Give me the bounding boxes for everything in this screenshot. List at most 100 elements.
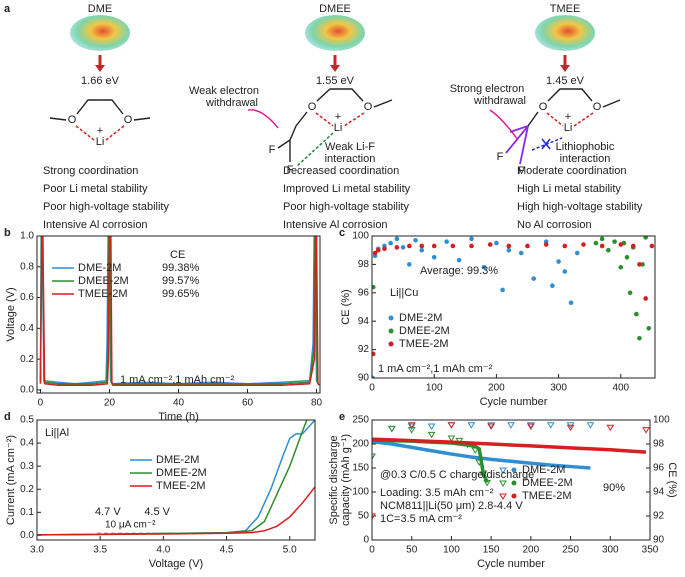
x-tick-label: 4.0 (156, 545, 170, 556)
x-tick-label: 4.5 (220, 545, 234, 556)
property: No Al corrosion (517, 219, 592, 231)
coordination (75, 125, 95, 141)
legend-label: DME-2M (156, 454, 199, 466)
note: interaction (325, 153, 376, 165)
x-tick-label: 0 (38, 398, 44, 409)
y2-tick-label: 92 (653, 511, 665, 522)
x-tick-label: 5.0 (283, 545, 297, 556)
atom: O (593, 101, 602, 113)
annotation: 4.7 V (95, 506, 121, 518)
point (630, 243, 636, 249)
point (624, 254, 630, 260)
annotation: Li||Al (45, 427, 69, 439)
annotation: @0.3 C/0.5 C charge/discharge (380, 469, 534, 481)
esp-surface (305, 15, 365, 51)
y2-tick-label: 90 (653, 535, 665, 546)
ce-marker (546, 422, 555, 429)
x-tick-label: 200 (523, 545, 540, 556)
point (599, 243, 605, 249)
x-axis-label: Cycle number (477, 558, 545, 570)
point (618, 264, 624, 270)
legend-marker (499, 493, 507, 500)
legend-marker (499, 480, 507, 487)
property: Improved Li metal stability (283, 183, 411, 195)
ce-label: 99.65% (162, 288, 200, 300)
coordination (315, 112, 334, 127)
note: withdrawal (205, 97, 258, 109)
y-axis-label: Current (mA cm⁻²) (5, 435, 17, 525)
reference-label: 10 μA cm⁻² (105, 520, 156, 531)
ce-marker (507, 422, 515, 429)
x-axis-label: Cycle number (480, 396, 548, 408)
panel-label: d (4, 411, 11, 423)
point (375, 247, 381, 253)
ce-marker (526, 423, 535, 430)
ce-marker (407, 422, 416, 429)
legend-label: TMEE-2M (399, 338, 449, 350)
point (506, 247, 512, 253)
point (543, 242, 549, 247)
point (372, 375, 375, 378)
legend-marker (511, 467, 517, 473)
y2-tick-label: 96 (653, 463, 665, 474)
point (531, 276, 537, 281)
y-tick-label: 150 (352, 463, 369, 474)
note: withdrawal (473, 95, 526, 107)
point (450, 243, 456, 249)
ce-marker (427, 431, 436, 439)
point (372, 250, 378, 256)
y-tick-label: 100 (352, 231, 369, 242)
x-tick-label: 300 (602, 545, 619, 556)
y-axis-label: capacity (mAh g⁻¹) (340, 434, 352, 526)
point (646, 326, 652, 331)
panel-label: a (4, 3, 11, 15)
ce-marker (471, 447, 480, 454)
line (372, 437, 647, 454)
ce-marker (479, 471, 488, 478)
x-tick-label: 100 (443, 545, 460, 556)
axes-frame (36, 235, 321, 394)
point (469, 236, 474, 242)
annotation: 1C=3.5 mA cm⁻² (380, 513, 462, 525)
point (400, 245, 406, 250)
x-tick-label: 80 (311, 398, 323, 409)
x-tick-label: 40 (173, 398, 185, 409)
coordination (105, 125, 125, 141)
point (407, 243, 412, 249)
bonds (527, 88, 621, 127)
bonds (277, 88, 393, 162)
property: High Li metal stability (517, 183, 621, 195)
ce-marker (372, 453, 376, 460)
point (550, 283, 555, 289)
annotation: Loading: 3.5 mAh cm⁻² (380, 487, 494, 499)
legend-marker (388, 341, 394, 347)
point (627, 290, 633, 296)
x-axis-label: Voltage (V) (149, 558, 203, 570)
atom: O (124, 114, 133, 126)
atom: O (539, 101, 548, 113)
x-tick-label: 3.0 (30, 545, 44, 556)
y2-axis-label: CE (%) (666, 462, 678, 497)
point (556, 259, 561, 264)
y-tick-label: 0.2 (20, 354, 34, 365)
point (456, 257, 462, 263)
point (394, 245, 400, 250)
property: Moderate coordination (517, 165, 626, 177)
x-tick-label: 0 (369, 383, 375, 394)
column-title: TMEE (550, 3, 581, 15)
point (637, 262, 642, 267)
column-title: DMEE (319, 3, 351, 15)
point (407, 262, 412, 267)
legend-label: TMEE-2M (156, 480, 206, 492)
annotation: NCM811||Li(50 μm) 2.8-4.4 V (380, 500, 523, 512)
point (574, 250, 580, 256)
energy-label: 1.55 eV (316, 75, 355, 87)
x-axis-label: Time (h) (158, 411, 199, 423)
y-tick-label: 250 (352, 415, 369, 426)
point (431, 243, 437, 249)
atom: Li (96, 136, 105, 148)
column-title: DME (88, 3, 112, 15)
ce-marker (475, 459, 484, 466)
plot-area (372, 422, 650, 520)
point (487, 242, 493, 247)
